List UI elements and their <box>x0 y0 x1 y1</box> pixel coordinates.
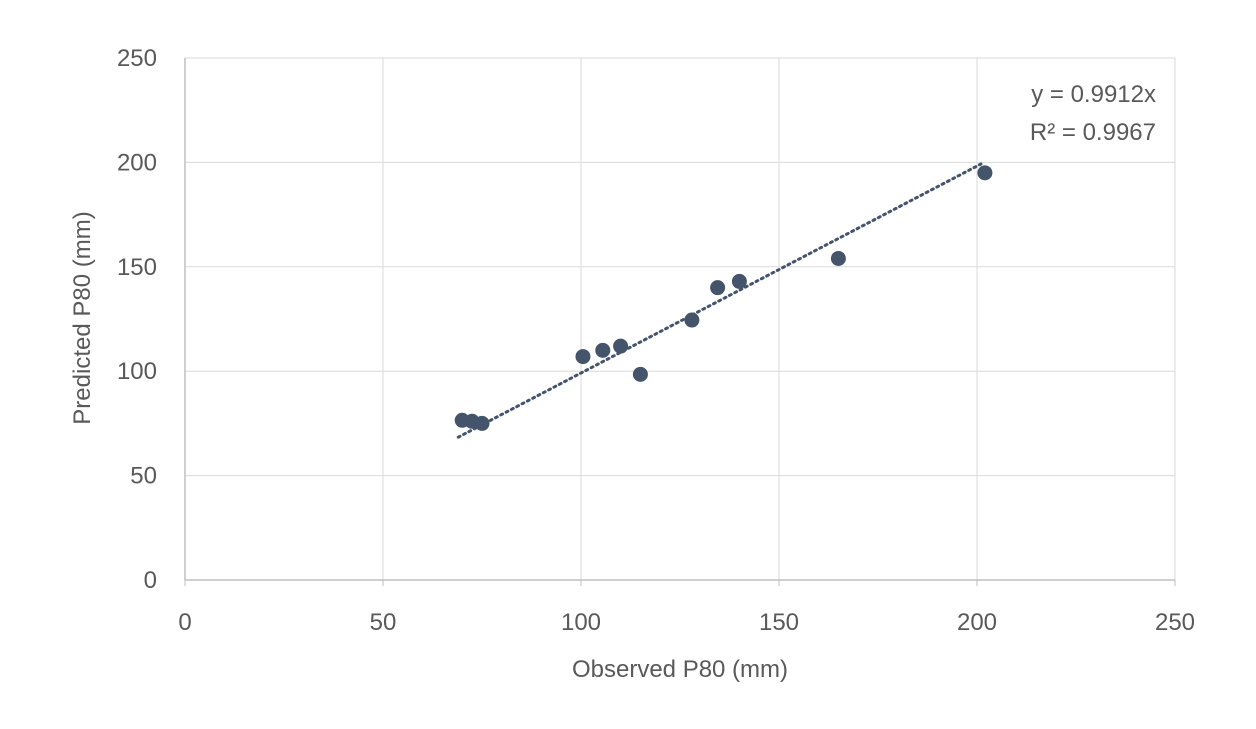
y-tick-label: 200 <box>117 149 157 176</box>
data-point <box>710 280 726 296</box>
x-tick-label: 0 <box>178 609 191 636</box>
trendline-layer <box>456 162 983 439</box>
y-tick-label: 0 <box>144 567 157 594</box>
tick-labels: 0 50 100 150 200 250 0 50 100 150 200 250 <box>117 45 1195 636</box>
x-tick-label: 200 <box>957 609 997 636</box>
gridlines <box>185 57 1176 580</box>
data-point <box>575 349 591 365</box>
trendline-r-squared: R² = 0.9967 <box>1030 119 1156 146</box>
data-point <box>684 312 700 328</box>
axes <box>184 58 1176 586</box>
y-tick-label: 50 <box>130 463 157 490</box>
trendline-equation: y = 0.9912x <box>1031 81 1156 108</box>
x-tick-label: 150 <box>759 609 799 636</box>
x-tick-label: 100 <box>561 609 601 636</box>
trendline <box>456 162 983 439</box>
data-point <box>595 342 611 358</box>
data-point <box>977 165 993 181</box>
x-tick-label: 250 <box>1155 609 1195 636</box>
y-tick-label: 250 <box>117 45 157 72</box>
data-point <box>830 250 846 266</box>
data-point <box>632 366 648 382</box>
y-axis-title: Predicted P80 (mm) <box>69 211 96 424</box>
data-points <box>454 165 993 431</box>
data-point <box>731 273 747 289</box>
data-point <box>613 338 629 354</box>
y-tick-label: 150 <box>117 254 157 281</box>
x-axis-title: Observed P80 (mm) <box>572 656 788 683</box>
x-tick-label: 50 <box>370 609 397 636</box>
data-point <box>474 415 490 431</box>
y-tick-label: 100 <box>117 358 157 385</box>
